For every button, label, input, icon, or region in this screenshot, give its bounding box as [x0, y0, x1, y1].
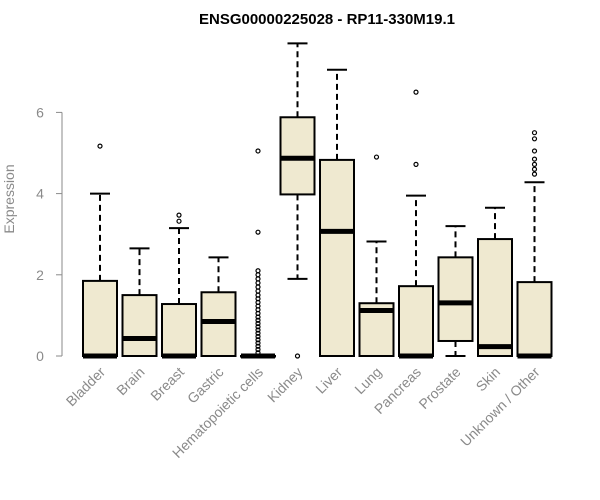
outlier-point: [531, 161, 538, 167]
outlier-point: [255, 330, 261, 336]
outlier-point: [255, 320, 261, 327]
outlier-point: [97, 143, 103, 149]
y-tick-label: 0: [36, 348, 44, 364]
box-gastric: [200, 256, 237, 357]
x-tick-label: Brain: [113, 364, 147, 398]
box-skin: [477, 206, 513, 358]
outlier-point: [255, 288, 261, 294]
box-kidney: [279, 42, 316, 359]
outlier-point: [531, 156, 538, 162]
iqr-box: [437, 256, 474, 342]
iqr-box: [200, 291, 237, 357]
outlier-point: [413, 89, 419, 95]
outlier-point: [255, 268, 261, 274]
box-liver: [319, 68, 355, 357]
outlier-point: [255, 346, 261, 353]
outlier-point: [255, 280, 261, 286]
y-tick-label: 6: [36, 104, 44, 120]
y-tick-label: 4: [36, 186, 44, 202]
boxes-group: [82, 42, 553, 359]
iqr-box: [398, 285, 434, 357]
box-lung: [358, 154, 395, 357]
outlier-point: [531, 136, 538, 142]
outlier-point: [413, 161, 419, 167]
outlier-point: [255, 350, 261, 356]
chart-title: ENSG00000225028 - RP11-330M19.1: [199, 11, 455, 28]
outlier-point: [255, 324, 261, 330]
x-tick-label: Prostate: [415, 364, 463, 412]
x-tick-label: Breast: [147, 364, 187, 404]
outlier-point: [255, 337, 261, 343]
outlier-point: [255, 340, 261, 346]
x-tick-label: Liver: [312, 364, 345, 397]
box-hematopoietic-cells: [240, 148, 276, 359]
y-tick-label: 2: [36, 267, 44, 283]
iqr-box: [516, 281, 553, 357]
x-tick-label: Kidney: [264, 364, 306, 406]
outlier-point: [176, 212, 182, 218]
iqr-box: [477, 238, 513, 358]
x-tick-label: Skin: [473, 364, 504, 395]
box-unknown-other: [516, 130, 553, 359]
outlier-point: [294, 353, 301, 359]
x-tick-label: Bladder: [63, 364, 109, 410]
box-prostate: [437, 225, 474, 357]
outlier-point: [531, 171, 538, 177]
iqr-box: [319, 158, 355, 357]
outlier-point: [255, 276, 261, 282]
iqr-box: [121, 294, 158, 358]
outlier-point: [531, 130, 538, 136]
outlier-point: [255, 317, 261, 323]
x-tick-label: Lung: [351, 364, 384, 397]
box-pancreas: [398, 89, 434, 359]
box-breast: [161, 212, 197, 359]
outlier-point: [531, 148, 538, 154]
box-brain: [121, 247, 158, 358]
box-bladder: [82, 143, 118, 359]
iqr-box: [161, 303, 197, 358]
outlier-point: [255, 284, 261, 290]
outlier-point: [373, 154, 380, 160]
outlier-point: [176, 218, 182, 224]
outlier-point: [255, 229, 261, 235]
y-axis-label: Expression: [1, 164, 17, 233]
outlier-point: [255, 327, 261, 333]
outlier-point: [255, 343, 261, 349]
outlier-point: [255, 272, 261, 278]
outlier-point: [255, 148, 261, 154]
outlier-point: [531, 166, 538, 172]
iqr-box: [82, 279, 118, 358]
outlier-point: [255, 333, 261, 340]
y-axis: 0 2 4 6: [36, 104, 63, 364]
